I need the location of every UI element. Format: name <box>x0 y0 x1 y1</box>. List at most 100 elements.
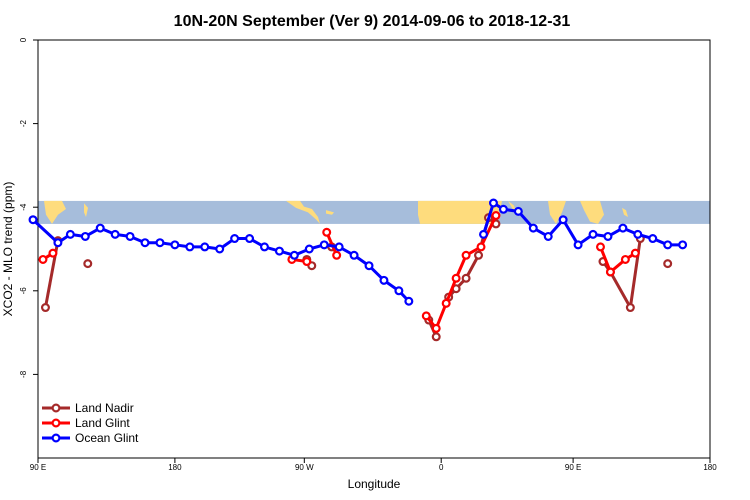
series-layer <box>28 198 688 342</box>
data-point-land-nadir <box>474 250 484 260</box>
data-point-land-nadir <box>431 332 441 342</box>
map-strip <box>38 200 710 224</box>
data-point-ocean-glint <box>170 240 180 250</box>
series-ocean-glint <box>28 198 688 306</box>
data-point-land-glint <box>322 227 332 237</box>
data-point-ocean-glint <box>479 229 489 239</box>
x-axis: 90 E 180 90 W 0 90 E 180 <box>30 458 717 472</box>
land-mass <box>286 200 320 224</box>
data-point-ocean-glint <box>259 242 269 252</box>
data-point-ocean-glint <box>215 244 225 254</box>
data-point-land-nadir <box>663 259 673 269</box>
land-mass <box>548 200 566 224</box>
data-point-ocean-glint <box>573 240 583 250</box>
data-point-ocean-glint <box>185 242 195 252</box>
data-point-land-glint <box>431 323 441 333</box>
data-point-ocean-glint <box>319 240 329 250</box>
data-point-ocean-glint <box>513 206 523 216</box>
land-mass <box>580 200 604 224</box>
chart-title: 10N-20N September (Ver 9) 2014-09-06 to … <box>174 13 571 30</box>
y-axis: 0 -2 -4 -6 -8 <box>19 37 38 378</box>
data-point-ocean-glint <box>663 240 673 250</box>
data-point-land-glint <box>605 267 615 277</box>
data-point-ocean-glint <box>28 215 38 225</box>
x-tick-label: 180 <box>703 463 717 472</box>
y-axis-label: XCO2 - MLO trend (ppm) <box>1 182 15 317</box>
legend-label: Land Nadir <box>75 401 134 415</box>
data-point-ocean-glint <box>379 275 389 285</box>
data-point-ocean-glint <box>404 296 414 306</box>
data-point-ocean-glint <box>274 246 284 256</box>
land-mass <box>84 203 88 218</box>
legend-label: Land Glint <box>75 416 130 430</box>
data-point-ocean-glint <box>80 231 90 241</box>
x-tick-label: 90 E <box>565 463 581 472</box>
land-mass <box>418 200 502 224</box>
land-mass <box>326 210 334 215</box>
data-point-land-glint <box>38 254 48 264</box>
data-point-ocean-glint <box>155 238 165 248</box>
data-point-ocean-glint <box>200 242 210 252</box>
data-point-land-glint <box>48 248 58 258</box>
data-point-land-glint <box>441 298 451 308</box>
legend-item-ocean-glint: Ocean Glint <box>42 431 139 445</box>
data-point-ocean-glint <box>349 250 359 260</box>
series-land-nadir <box>40 213 673 342</box>
data-point-ocean-glint <box>588 229 598 239</box>
data-point-ocean-glint <box>245 234 255 244</box>
legend-item-land-nadir: Land Nadir <box>42 401 134 415</box>
data-point-ocean-glint <box>304 244 314 254</box>
y-tick-label: -6 <box>19 287 28 295</box>
series-line-land-glint <box>599 246 637 274</box>
data-point-land-glint <box>302 257 312 267</box>
data-point-land-glint <box>491 211 501 221</box>
plot-frame <box>37 39 711 459</box>
data-point-ocean-glint <box>558 215 568 225</box>
land-mass <box>622 207 628 218</box>
data-point-ocean-glint <box>65 229 75 239</box>
legend-label: Ocean Glint <box>75 431 139 445</box>
land-masses <box>44 200 628 224</box>
data-point-land-nadir <box>83 259 93 269</box>
y-tick-label: 0 <box>19 37 28 42</box>
data-point-land-glint <box>476 242 486 252</box>
data-point-ocean-glint <box>125 231 135 241</box>
legend-marker <box>51 418 61 428</box>
legend-marker <box>51 433 61 443</box>
data-point-ocean-glint <box>678 240 688 250</box>
legend-marker <box>51 403 61 413</box>
data-point-ocean-glint <box>633 229 643 239</box>
data-point-land-glint <box>595 242 605 252</box>
data-point-land-glint <box>451 273 461 283</box>
data-point-ocean-glint <box>110 229 120 239</box>
ocean-band <box>38 200 710 224</box>
x-tick-label: 90 W <box>295 463 314 472</box>
data-point-ocean-glint <box>394 286 404 296</box>
x-axis-label: Longitude <box>348 477 401 491</box>
data-point-land-glint <box>630 248 640 258</box>
x-tick-label: 0 <box>439 463 444 472</box>
data-point-ocean-glint <box>364 261 374 271</box>
series-land-glint <box>38 211 640 333</box>
data-point-land-nadir <box>625 303 635 313</box>
data-point-ocean-glint <box>543 231 553 241</box>
data-point-land-glint <box>620 254 630 264</box>
data-point-ocean-glint <box>488 198 498 208</box>
data-point-land-nadir <box>461 273 471 283</box>
data-point-ocean-glint <box>648 234 658 244</box>
x-tick-label: 90 E <box>30 463 46 472</box>
data-point-land-glint <box>332 250 342 260</box>
land-mass <box>44 200 66 224</box>
data-point-ocean-glint <box>289 250 299 260</box>
data-point-ocean-glint <box>95 223 105 233</box>
data-point-ocean-glint <box>53 238 63 248</box>
x-tick-label: 180 <box>168 463 182 472</box>
y-tick-label: -4 <box>19 203 28 211</box>
data-point-ocean-glint <box>140 238 150 248</box>
y-tick-label: -8 <box>19 370 28 378</box>
data-point-ocean-glint <box>528 223 538 233</box>
data-point-land-glint <box>421 311 431 321</box>
data-point-land-nadir <box>40 303 50 313</box>
